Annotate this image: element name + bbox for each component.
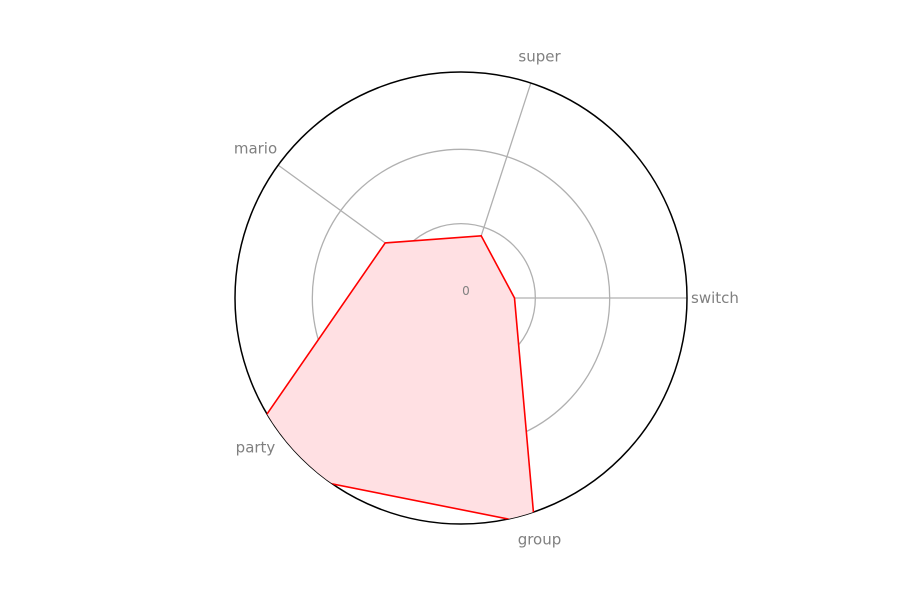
label-layer: switch super mario party group 0 (234, 47, 739, 548)
series-area (235, 235, 535, 524)
outer-frame (234, 71, 688, 525)
category-label-party: party (236, 438, 276, 456)
series-line (235, 234, 536, 524)
category-label-group: group (518, 531, 562, 549)
data-layer (235, 234, 536, 524)
series-group (235, 234, 536, 524)
category-label-super: super (518, 47, 561, 65)
category-label-switch: switch (691, 289, 739, 307)
radial-tick-label-0: 0 (462, 284, 470, 298)
category-label-mario: mario (234, 140, 277, 158)
